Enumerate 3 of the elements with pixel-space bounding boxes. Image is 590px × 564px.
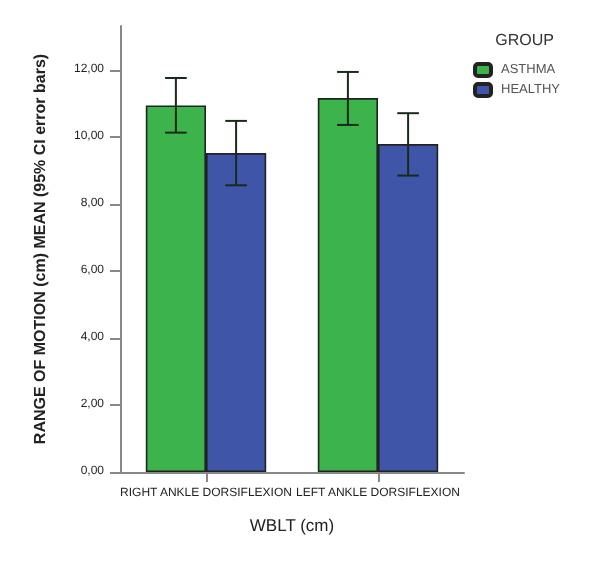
y-axis-title: RANGE OF MOTION (cm) MEAN (95% CI error bars) bbox=[31, 53, 49, 445]
x-axis-title: WBLT (cm) bbox=[249, 515, 335, 535]
legend-title: GROUP bbox=[495, 31, 555, 49]
